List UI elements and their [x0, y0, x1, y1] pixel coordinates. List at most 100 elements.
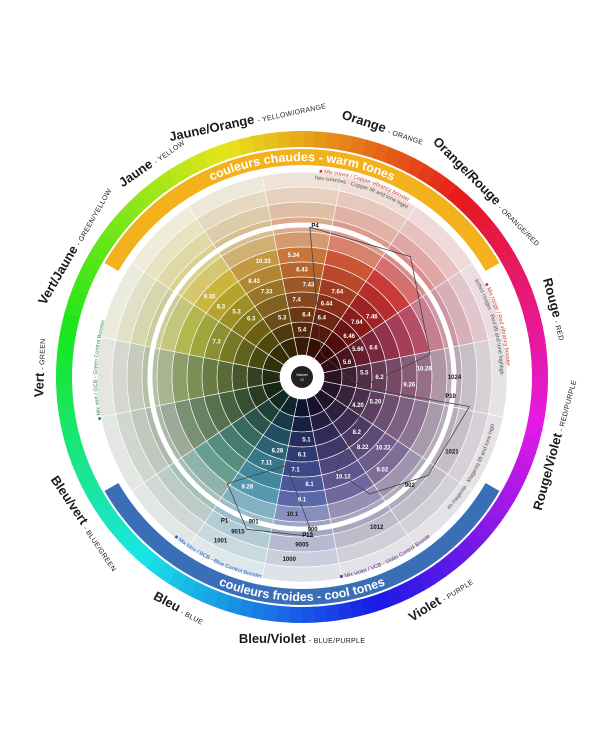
code-c-55: 5.5: [360, 371, 369, 377]
svg-text:Rouge- RED: Rouge- RED: [540, 276, 571, 342]
sector-cell: [246, 365, 264, 389]
series-p4-outline: [309, 226, 431, 388]
hue-ring-segment: [530, 389, 548, 405]
hue-label-main: Rouge: [540, 276, 565, 319]
hue-ring-segment: [101, 510, 124, 532]
code-c-900: 900: [308, 527, 319, 533]
hue-ring-segment: [464, 203, 487, 225]
code-c-1012: 1012: [370, 525, 384, 531]
hue-ring-segment: [437, 177, 459, 200]
code-c-520: 5.20: [370, 400, 382, 406]
hue-ring-segment: [166, 568, 187, 591]
code-c-82: 8.2: [353, 430, 362, 436]
hue-ring-segment: [529, 338, 547, 355]
code-c-1001: 1001: [214, 538, 228, 544]
hue-ring-segment: [530, 351, 548, 367]
hue-ring-segment: [463, 530, 485, 553]
sector-cell: [201, 357, 219, 397]
hue-label-sub: - RED/PURPLE: [558, 379, 578, 432]
sector-cell: [276, 246, 328, 265]
code-c-646: 6.46: [343, 334, 355, 340]
hue-ring-segment: [445, 547, 467, 570]
hue-ring-segment: [102, 220, 125, 242]
hue-label-main: Bleu: [151, 588, 183, 614]
code-c-566: 5.66: [352, 347, 364, 353]
hue-ring-segment: [435, 555, 457, 578]
hue-label-rouge: Rouge- RED: [540, 276, 571, 342]
hue-ring-segment: [286, 606, 302, 623]
sector-cell: [290, 415, 314, 433]
code-c-101: 10.1: [287, 512, 299, 518]
code-c-1021: 1021: [445, 450, 459, 456]
code-c-733: 7.33: [261, 290, 273, 296]
hue-ring-segment: [57, 336, 76, 353]
series-p10-outline: [335, 388, 471, 495]
hue-ring-segment: [479, 512, 502, 534]
hue-ring-segment: [526, 325, 546, 344]
sector-cell: [273, 231, 331, 250]
code-c-764: 7.64: [332, 290, 344, 296]
hue-label-bleu-violet: Bleu/Violet - BLUE/PURPLE: [239, 631, 365, 646]
hue-ring-segment: [56, 349, 74, 365]
hue-ring-segment: [493, 492, 516, 513]
series-code-p10: P10: [445, 394, 456, 400]
hue-ring-segment: [147, 176, 169, 199]
hue-ring-segment: [528, 401, 547, 418]
sector-cell: [399, 354, 418, 400]
code-c-901: 901: [249, 520, 260, 526]
hue-ring-segment: [289, 131, 305, 148]
sector-cell: [187, 175, 266, 220]
hue-ring-segment: [128, 192, 150, 215]
hue-ring-segment: [427, 170, 449, 193]
hue-ring-segment: [238, 135, 257, 155]
code-c-71: 7.1: [291, 467, 300, 473]
code-c-926: 9.26: [403, 382, 415, 388]
hue-label-main: Violet: [406, 593, 444, 625]
code-c-9015: 9015: [231, 530, 245, 536]
cool-band-arc: [104, 483, 500, 605]
code-c-711: 7.11: [261, 460, 273, 466]
code-c-902b: 9.02: [377, 467, 389, 473]
code-c-83: 8.3: [217, 304, 226, 310]
hue-ring-segment: [60, 422, 80, 441]
code-c-902: 902: [405, 483, 416, 489]
hue-ring-segment: [274, 605, 290, 623]
code-c-9005: 9005: [295, 543, 309, 549]
hue-ring-segment: [524, 313, 544, 332]
hue-label-sub: - ORANGE: [387, 129, 424, 147]
hue-ring-segment: [454, 539, 476, 562]
code-c-743: 7.43: [303, 283, 315, 289]
code-c-54: 5.4: [298, 328, 307, 334]
code-c-822: 8.22: [357, 445, 369, 451]
hue-ring-segment: [531, 364, 548, 380]
code-c-746: 7.46: [366, 314, 378, 320]
code-c-63: 6.3: [247, 317, 256, 323]
sector-cell: [216, 360, 234, 394]
code-c-843: 8.43: [248, 279, 260, 285]
hue-ring-segment: [472, 212, 495, 234]
code-c-53: 5.3: [232, 310, 241, 316]
sector-cell: [186, 354, 205, 400]
code-c-644: 6.44: [321, 302, 333, 308]
sector-cell: [171, 351, 190, 403]
hue-ring-segment: [312, 605, 328, 623]
hue-ring-segment: [126, 538, 149, 560]
hue-ring-segment: [135, 546, 158, 569]
code-c-534: 5.34: [288, 253, 300, 259]
sector-cell: [282, 460, 322, 478]
code-c-66: 6.6: [369, 345, 378, 351]
series-code-p4: P4: [311, 224, 319, 230]
code-c-53b: 5.3: [278, 316, 287, 322]
series-code-p1: P1: [221, 519, 229, 525]
code-c-81: 8.1: [305, 482, 314, 488]
hue-ring-segment: [57, 399, 75, 416]
center-label-line2: /0: [300, 377, 304, 382]
hue-label-vert: Vert - GREEN: [31, 338, 47, 397]
hue-ring-segment: [56, 387, 74, 403]
hue-ring-segment: [335, 601, 354, 621]
hue-ring-segment: [88, 241, 111, 262]
hue-label-sub: - RED: [552, 320, 564, 342]
code-c-61: 6.1: [298, 453, 307, 459]
sector-cell: [414, 351, 433, 403]
